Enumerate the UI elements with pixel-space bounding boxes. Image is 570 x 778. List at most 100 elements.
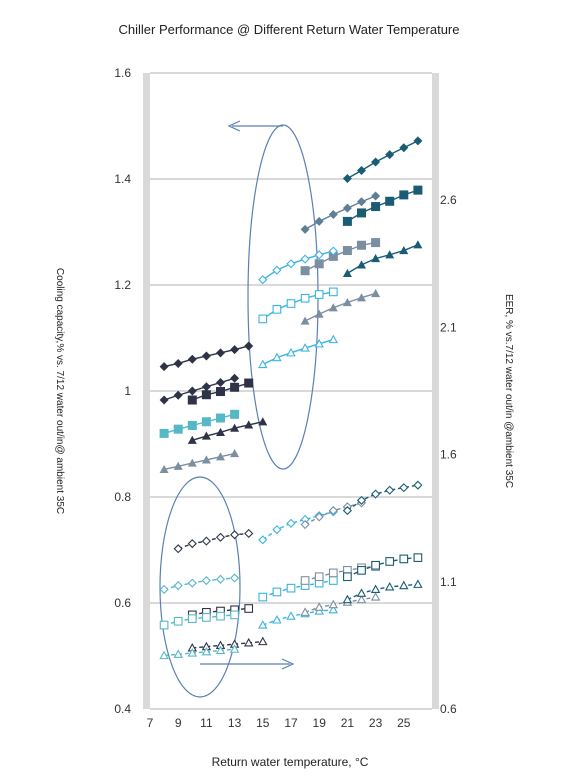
right-tick-label: 2.1 (440, 320, 457, 334)
triangle-marker (300, 607, 310, 616)
eer-series (173, 528, 254, 554)
triangle-marker (356, 588, 367, 597)
triangle-marker (187, 435, 197, 444)
eer-series (343, 553, 423, 582)
square-marker (385, 196, 395, 206)
capacity-series (159, 373, 240, 405)
square-marker (216, 413, 225, 423)
diamond-marker (244, 341, 254, 351)
left-tick-label: 0.6 (114, 596, 131, 610)
square-marker (342, 216, 352, 226)
square-marker (216, 387, 225, 397)
diamond-marker (300, 224, 310, 234)
square-marker (357, 208, 366, 218)
diamond-marker (357, 166, 366, 176)
square-marker (159, 428, 169, 438)
diamond-marker (216, 378, 225, 388)
triangle-marker (399, 246, 409, 255)
diamond-marker (314, 250, 324, 260)
diamond-marker (258, 275, 268, 285)
x-tick-label: 19 (313, 716, 327, 730)
square-marker (187, 420, 197, 430)
diamond-marker (357, 197, 366, 207)
left-tick-label: 1 (124, 384, 131, 398)
series-line (304, 565, 376, 582)
capacity-series (258, 334, 339, 369)
left-tick-label: 0.8 (114, 490, 131, 504)
triangle-marker (357, 293, 366, 302)
square-marker (357, 566, 366, 575)
diamond-marker (385, 485, 395, 495)
diamond-marker (385, 150, 395, 160)
triangle-marker (385, 250, 395, 259)
x-axis-ticks: 7 9 11 13 15 17 19 21 23 25 (147, 716, 411, 730)
eer-series (159, 610, 239, 630)
x-axis-label: Return water temperature, °C (212, 755, 369, 769)
triangle-marker (328, 599, 339, 609)
square-marker (314, 572, 324, 582)
x-tick-label: 15 (256, 716, 270, 730)
chart-title: Chiller Performance @ Different Return W… (119, 22, 460, 37)
triangle-marker (371, 288, 381, 298)
triangle-marker (286, 347, 296, 357)
series-line (347, 583, 418, 601)
diamond-marker (201, 536, 211, 546)
right-tick-label: 1.6 (440, 448, 457, 462)
triangle-marker (244, 420, 254, 429)
triangle-marker (272, 615, 282, 624)
square-marker (202, 613, 211, 622)
series-line (347, 556, 418, 578)
triangle-marker (159, 464, 169, 474)
triangle-marker (413, 240, 423, 249)
triangle-marker (216, 452, 225, 461)
square-marker (173, 616, 183, 626)
square-marker (371, 202, 381, 212)
triangle-marker (328, 334, 339, 344)
eer-series (300, 592, 381, 616)
square-marker (343, 572, 352, 582)
diamond-marker (216, 348, 225, 358)
diamond-marker (328, 505, 338, 516)
left-tick-label: 1.4 (114, 172, 131, 186)
square-marker (187, 614, 197, 624)
diamond-marker (173, 358, 183, 368)
triangle-marker (328, 604, 339, 614)
eer-series (342, 480, 423, 516)
series-line (262, 609, 334, 626)
diamond-marker (328, 210, 338, 220)
capacity-series (342, 185, 423, 226)
square-marker (173, 424, 183, 434)
diamond-marker (300, 254, 310, 264)
square-marker (413, 553, 423, 562)
diamond-marker (342, 203, 352, 213)
right-axis-label: EER, % vs.7/12 water out/in @ambient 35C (503, 294, 514, 488)
square-marker (258, 592, 268, 602)
diamond-marker (173, 544, 183, 554)
capacity-series (159, 341, 254, 372)
capacity-series (258, 287, 338, 324)
x-tick-label: 23 (369, 716, 383, 730)
capacity-series (159, 449, 240, 474)
diamond-marker (399, 483, 409, 493)
eer-series (342, 579, 423, 604)
diamond-marker (201, 382, 211, 392)
diamond-marker (230, 573, 240, 583)
diamond-marker (328, 246, 338, 256)
square-marker (216, 611, 225, 621)
series-line (262, 579, 334, 598)
triangle-marker (230, 449, 240, 458)
diamond-marker (371, 157, 381, 167)
triangle-marker (201, 646, 212, 656)
triangle-marker (201, 455, 211, 464)
diamond-marker (244, 528, 254, 539)
left-axis-label: Cooling capacity,% vs. 7/12 water out/in… (54, 268, 65, 514)
square-marker (258, 314, 268, 324)
diamond-marker (300, 519, 310, 530)
triangle-marker (314, 309, 324, 318)
triangle-marker (258, 620, 268, 629)
triangle-marker (384, 581, 395, 591)
diamond-marker (201, 575, 211, 586)
diamond-marker (272, 525, 282, 535)
diamond-marker (371, 191, 381, 201)
